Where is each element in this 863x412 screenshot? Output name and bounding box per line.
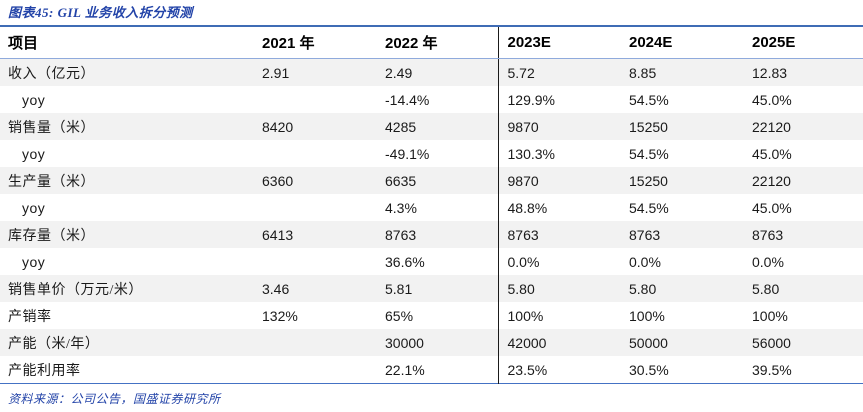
table-row: yoy -49.1% 130.3% 54.5% 45.0%	[0, 140, 863, 167]
table-cell: 5.80	[629, 280, 657, 297]
table-cell	[254, 356, 377, 384]
table-cell: 42000	[497, 329, 621, 356]
table-cell: 36.6%	[385, 253, 425, 270]
table-cell: 48.8%	[497, 194, 621, 221]
row-label: 收入（亿元）	[8, 66, 95, 82]
table-cell: 3.46	[262, 280, 290, 297]
table-cell: 100%	[629, 307, 665, 324]
table-cell: 6360	[262, 172, 294, 189]
column-header: 2024E	[621, 26, 744, 59]
row-label: 销售量（米）	[8, 120, 95, 136]
table-header-row: 项目 2021 年 2022 年 2023E 2024E 2025E	[0, 26, 863, 59]
table-cell: 45.0%	[752, 199, 792, 216]
table-cell: 54.5%	[629, 91, 669, 108]
table-cell: 9870	[497, 167, 621, 194]
table-cell: 6635	[385, 172, 417, 189]
source-note: 资料来源：公司公告，国盛证券研究所	[8, 392, 221, 406]
table-cell: 39.5%	[752, 361, 792, 378]
table-cell: 4.3%	[385, 199, 417, 216]
table-cell: 8763	[385, 226, 417, 243]
table-cell: 30.5%	[629, 361, 669, 378]
table-row: 产能（米/年） 30000 42000 50000 56000	[0, 329, 863, 356]
table-cell: 50000	[629, 334, 668, 351]
table-cell: 45.0%	[752, 91, 792, 108]
table-row: 销售量（米） 8420 4285 9870 15250 22120	[0, 113, 863, 140]
table-cell: 54.5%	[629, 199, 669, 216]
table-cell: 15250	[629, 118, 668, 135]
table-cell: 56000	[752, 334, 791, 351]
table-cell: 8763	[497, 221, 621, 248]
table-cell: 5.80	[497, 275, 621, 302]
table-cell: 5.80	[752, 280, 780, 297]
table-cell: 6413	[262, 226, 294, 243]
table-cell: 9870	[497, 113, 621, 140]
column-header: 2025E	[744, 26, 863, 59]
table-cell: 4285	[385, 118, 417, 135]
table-cell: 12.83	[752, 64, 788, 81]
table-cell: 0.0%	[629, 253, 661, 270]
table-cell: -49.1%	[385, 145, 430, 162]
table-cell: 130.3%	[497, 140, 621, 167]
table-cell: 5.72	[497, 58, 621, 86]
row-label: 库存量（米）	[8, 228, 95, 244]
table-cell: 2.49	[385, 64, 413, 81]
table-cell	[254, 329, 377, 356]
row-label: 产销率	[8, 309, 52, 325]
column-header: 项目	[0, 26, 254, 59]
table-cell: 129.9%	[497, 86, 621, 113]
row-label: yoy	[22, 145, 46, 162]
table-cell: 22120	[752, 118, 791, 135]
table-cell	[254, 248, 377, 275]
table-cell: 132%	[262, 307, 298, 324]
column-header: 2022 年	[377, 26, 498, 59]
table-cell	[254, 140, 377, 167]
row-label: 产能（米/年）	[8, 336, 100, 352]
row-label: 生产量（米）	[8, 174, 95, 190]
figure-title: 图表45: GIL 业务收入拆分预测	[8, 5, 193, 20]
table-row: 产能利用率 22.1% 23.5% 30.5% 39.5%	[0, 356, 863, 384]
table-row: yoy 36.6% 0.0% 0.0% 0.0%	[0, 248, 863, 275]
row-label: 产能利用率	[8, 363, 81, 379]
table-cell	[254, 86, 377, 113]
table-cell: 8.85	[629, 64, 657, 81]
row-label: yoy	[22, 91, 46, 108]
table-row: 产销率 132% 65% 100% 100% 100%	[0, 302, 863, 329]
table-cell: 22.1%	[385, 361, 425, 378]
column-header: 2021 年	[254, 26, 377, 59]
row-label: 销售单价（万元/米）	[8, 282, 143, 298]
table-cell: 65%	[385, 307, 414, 324]
table-row: yoy -14.4% 129.9% 54.5% 45.0%	[0, 86, 863, 113]
table-cell: 15250	[629, 172, 668, 189]
table-cell: 8763	[629, 226, 661, 243]
table-cell: 5.81	[385, 280, 413, 297]
table-cell: 100%	[497, 302, 621, 329]
table-cell: 22120	[752, 172, 791, 189]
forecast-table: 项目 2021 年 2022 年 2023E 2024E 2025E 收入（亿元） 2.91…	[0, 25, 863, 384]
table-cell: 0.0%	[752, 253, 784, 270]
table-row: 生产量（米） 6360 6635 9870 15250 22120	[0, 167, 863, 194]
table-cell: 8763	[752, 226, 784, 243]
table-cell: -14.4%	[385, 91, 430, 108]
table-cell: 54.5%	[629, 145, 669, 162]
table-cell: 8420	[262, 118, 294, 135]
table-cell: 45.0%	[752, 145, 792, 162]
table-cell: 23.5%	[497, 356, 621, 384]
table-row: 销售单价（万元/米） 3.46 5.81 5.80 5.80 5.80	[0, 275, 863, 302]
table-row: 收入（亿元） 2.91 2.49 5.72 8.85 12.83	[0, 58, 863, 86]
table-row: 库存量（米） 6413 8763 8763 8763 8763	[0, 221, 863, 248]
table-cell	[254, 194, 377, 221]
table-cell: 100%	[752, 307, 788, 324]
column-header: 2023E	[497, 26, 621, 59]
table-cell: 2.91	[262, 64, 290, 81]
row-label: yoy	[22, 199, 46, 216]
row-label: yoy	[22, 253, 46, 270]
table-row: yoy 4.3% 48.8% 54.5% 45.0%	[0, 194, 863, 221]
table-cell: 0.0%	[497, 248, 621, 275]
table-cell: 30000	[385, 334, 424, 351]
